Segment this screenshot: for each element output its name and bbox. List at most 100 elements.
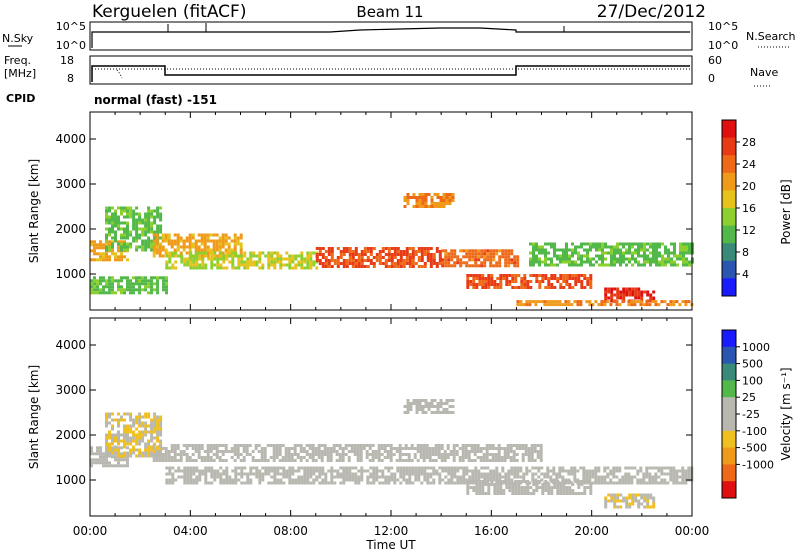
power-region-11: [516, 300, 694, 307]
freq-label-2: [MHz]: [4, 67, 36, 80]
nsearch-tick-top: 10^5: [708, 20, 738, 33]
nsearch-tick-bottom: 10^0: [708, 39, 738, 52]
x-tick-label: 00:00: [73, 524, 108, 538]
velocity-region-4: [403, 399, 455, 414]
velocity-colorbar: 1000 500 100 25 -25 -100 -500 -1000: [721, 329, 774, 499]
power-region-5: [315, 247, 442, 268]
power-colorbar-tick-label: 12: [742, 224, 756, 237]
power-y-tick-label: 1000: [55, 267, 86, 281]
power-y-tick-label: 4000: [55, 132, 86, 146]
nave-dots: [116, 69, 123, 79]
x-tick-label: 04:00: [173, 524, 208, 538]
power-colorbar-segment: [722, 155, 736, 174]
power-y-label: Slant Range [km]: [27, 159, 41, 263]
power-colorbar-segment: [722, 278, 736, 297]
power-colorbar-tick-label: 4: [742, 268, 749, 281]
freq-panel: Freq. [MHz] 18 8 Nave 60 0: [4, 54, 778, 87]
freq-tick-top: 18: [60, 54, 74, 67]
velocity-colorbar-segment: [722, 363, 736, 381]
velocity-region-6: [604, 493, 656, 509]
x-axis-tick-labels: 00:00 04:00 08:00 12:00 16:00 20:00 00:00: [73, 524, 710, 538]
velocity-colorbar-tick-label: -25: [742, 408, 760, 421]
x-tick-label: 16:00: [474, 524, 509, 538]
power-colorbar-tick-label: 8: [742, 246, 749, 259]
velocity-frame: [89, 317, 693, 517]
velocity-colorbar-segment: [722, 464, 736, 482]
velocity-data: [90, 399, 694, 509]
velocity-colorbar-segment: [722, 330, 736, 348]
power-colorbar-segment: [722, 225, 736, 244]
velocity-colorbar-label: Velocity [m s⁻¹]: [779, 367, 793, 460]
cpid-label: CPID: [6, 92, 35, 105]
power-colorbar-segment: [722, 208, 736, 227]
x-tick-label: 12:00: [374, 524, 409, 538]
nsearch-label: N.Search: [746, 30, 796, 43]
power-colorbar-segment: [722, 137, 736, 156]
velocity-colorbar-tick-label: -1000: [742, 458, 774, 471]
nsky-tick-bottom: 10^0: [56, 39, 86, 52]
power-x-ticks: [89, 112, 693, 310]
velocity-y-label: Slant Range [km]: [27, 365, 41, 469]
freq-frame: [89, 55, 693, 85]
velocity-region-2: [152, 444, 543, 462]
power-region-1: [105, 206, 163, 252]
velocity-colorbar-tick-label: -100: [742, 425, 767, 438]
beam-title: Beam 11: [356, 3, 423, 21]
freq-label-1: Freq.: [4, 54, 31, 67]
velocity-colorbar-segment: [722, 346, 736, 365]
power-colorbar-segment: [722, 190, 736, 209]
power-region-8: [466, 274, 593, 289]
nsky-frame: [89, 21, 693, 51]
velocity-y-tick-label: 4000: [55, 338, 86, 352]
velocity-colorbar-tick-label: 1000: [742, 341, 770, 354]
freq-tick-bottom: 8: [67, 72, 74, 85]
nave-tick-bottom: 0: [708, 72, 715, 85]
velocity-x-ticks: [89, 318, 693, 516]
power-region-7: [403, 193, 455, 208]
power-colorbar-segment: [722, 243, 736, 262]
velocity-colorbar-segment: [722, 447, 736, 465]
power-region-2: [90, 276, 168, 295]
x-axis-label: Time UT: [365, 538, 416, 552]
power-colorbar-tick-label: 28: [742, 136, 756, 149]
nsky-label: N.Sky: [2, 32, 34, 45]
power-colorbar-label: Power [dB]: [779, 179, 793, 244]
velocity-colorbar-segment: [722, 380, 736, 398]
velocity-colorbar-tick-label: 25: [742, 391, 756, 404]
nsky-trace: [91, 27, 690, 48]
power-region-4: [165, 251, 319, 270]
power-data: [90, 193, 694, 307]
power-panel: 1000 2000 3000 4000 Slant Range [km] 4 8 12 16…: [27, 111, 793, 311]
velocity-panel: 1000 2000 3000 4000 Slant Range [km] 1000 50…: [27, 317, 793, 517]
x-tick-label: 00:00: [675, 524, 710, 538]
velocity-colorbar-segment: [722, 414, 736, 432]
nsky-tick-top: 10^5: [56, 20, 86, 33]
velocity-colorbar-segment: [722, 481, 736, 499]
x-tick-label: 20:00: [574, 524, 609, 538]
power-colorbar: 4 8 12 16 20 24 28: [721, 119, 756, 297]
velocity-region-1: [105, 412, 163, 458]
velocity-y-tick-label: 2000: [55, 428, 86, 442]
velocity-colorbar-tick-label: -500: [742, 442, 767, 455]
power-colorbar-tick-label: 20: [742, 180, 756, 193]
nave-tick-top: 60: [708, 54, 722, 67]
velocity-colorbar-segment: [722, 430, 736, 449]
velocity-y-tick-label: 3000: [55, 383, 86, 397]
velocity-region-5: [466, 480, 593, 495]
velocity-colorbar-segment: [722, 397, 736, 415]
velocity-colorbar-tick-label: 500: [742, 358, 763, 371]
x-tick-label: 08:00: [273, 524, 308, 538]
power-colorbar-segment: [722, 172, 736, 191]
velocity-region-3: [165, 466, 694, 485]
velocity-y-ticks: 1000 2000 3000 4000: [55, 338, 692, 487]
power-region-10: [529, 242, 694, 267]
power-colorbar-segment: [722, 120, 736, 139]
power-region-6: [441, 249, 520, 268]
date-title: 27/Dec/2012: [597, 2, 706, 22]
power-y-tick-label: 3000: [55, 177, 86, 191]
power-y-tick-label: 2000: [55, 222, 86, 236]
power-y-ticks: 1000 2000 3000 4000: [55, 132, 692, 281]
velocity-y-tick-label: 1000: [55, 473, 86, 487]
nave-label: Nave: [750, 66, 778, 79]
